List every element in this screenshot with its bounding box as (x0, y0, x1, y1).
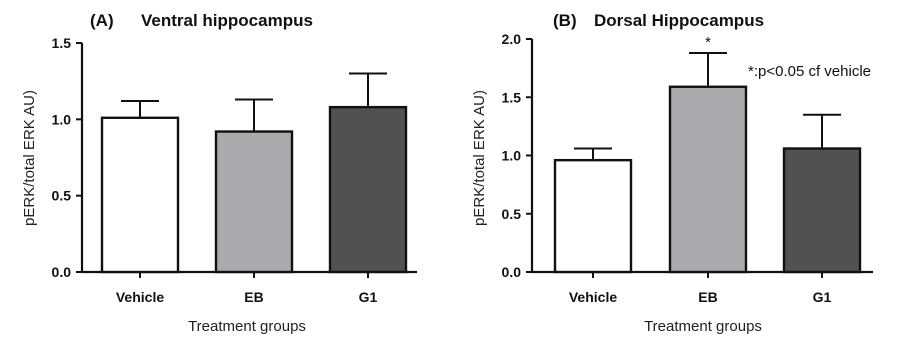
panel-a-bar-g1 (328, 105, 408, 274)
panel-b-dorsal-hippocampus: (B) Dorsal Hippocampus pERK/total ERK AU… (471, 11, 873, 335)
panel-a-x-tick-label-vehicle: Vehicle (116, 289, 164, 305)
panel-a-plot-area: 0.0 0.5 1.0 1.5 Vehicle EB G1 (52, 35, 417, 305)
panel-a-bar-vehicle (100, 116, 180, 274)
panel-b-y-tick-label: 2.0 (502, 31, 522, 47)
panel-b-bar-vehicle (553, 158, 633, 274)
panel-b-y-tick-label: 0.0 (502, 264, 522, 280)
panel-b-y-tick-label: 0.5 (502, 206, 522, 222)
panel-b-bar-eb (668, 85, 748, 274)
panel-b-bar-g1 (782, 147, 862, 274)
panel-b-label: (B) (553, 11, 577, 30)
panel-a-ventral-hippocampus: (A) Ventral hippocampus pERK/total ERK A… (21, 11, 417, 335)
panel-a-x-tick-label-eb: EB (244, 289, 263, 305)
panel-a-label: (A) (90, 11, 114, 30)
panel-a-bar-eb (214, 130, 294, 274)
panel-b-x-axis-title: Treatment groups (644, 318, 762, 335)
panel-b-significance-marker: * (705, 34, 711, 51)
panel-a-title: Ventral hippocampus (141, 11, 313, 30)
panel-b-title: Dorsal Hippocampus (594, 11, 764, 30)
panel-a-x-axis-title: Treatment groups (188, 318, 306, 335)
panel-b-x-tick-label-g1: G1 (813, 289, 832, 305)
panel-b-y-axis-title: pERK/total ERK AU) (471, 90, 488, 226)
panel-b-x-tick-label-vehicle: Vehicle (569, 289, 617, 305)
panel-a-y-tick-label: 0.5 (52, 188, 72, 204)
panel-b-plot-area: 0.0 0.5 1.0 1.5 2.0 Vehicle EB * G1 (502, 31, 873, 305)
panel-a-x-tick-label-g1: G1 (359, 289, 378, 305)
panel-a-y-axis-title: pERK/total ERK AU) (21, 90, 38, 226)
panel-a-y-tick-label: 0.0 (52, 264, 72, 280)
panel-b-y-tick-label: 1.0 (502, 148, 522, 164)
panel-b-y-tick-label: 1.5 (502, 89, 522, 105)
panel-a-y-tick-label: 1.5 (52, 35, 72, 51)
panel-b-x-tick-label-eb: EB (698, 289, 717, 305)
panel-a-y-tick-label: 1.0 (52, 111, 72, 127)
panel-b-significance-note: *:p<0.05 cf vehicle (748, 63, 871, 80)
